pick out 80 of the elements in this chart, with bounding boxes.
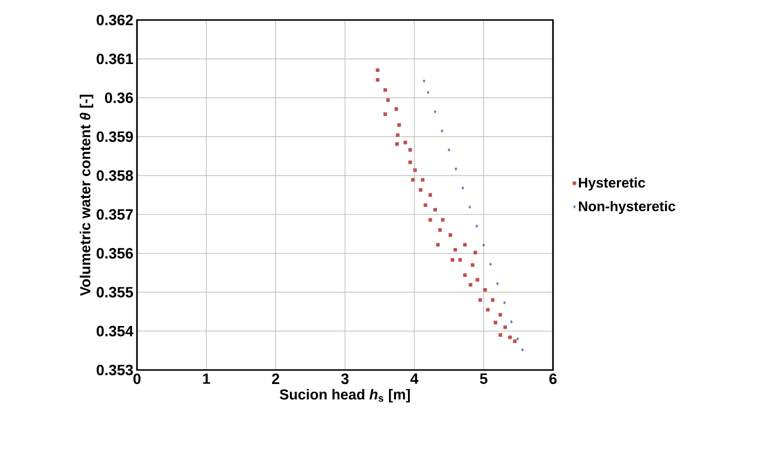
point — [428, 193, 432, 197]
point — [418, 188, 422, 192]
y-tick-label: 0.355 — [96, 286, 134, 298]
point — [462, 186, 464, 190]
point — [470, 263, 474, 267]
point — [516, 337, 519, 341]
point — [503, 325, 507, 330]
point — [458, 258, 462, 262]
point — [503, 301, 506, 304]
x-tick-label: 2 — [272, 374, 280, 384]
point — [474, 250, 478, 254]
point — [404, 140, 408, 144]
x-tick-label: 5 — [480, 374, 488, 384]
point — [440, 218, 445, 222]
y-tick-label: 0.353 — [96, 364, 133, 376]
point — [490, 298, 494, 302]
point — [376, 78, 380, 82]
point — [476, 278, 480, 282]
x-tick-label: 0 — [133, 374, 141, 384]
point — [454, 167, 458, 171]
y-tick-label: 0.361 — [96, 54, 134, 64]
point — [513, 339, 517, 344]
point — [420, 178, 424, 182]
point — [448, 148, 450, 152]
point — [426, 90, 430, 94]
point — [450, 258, 454, 262]
y-tick-label: 0.359 — [96, 131, 133, 142]
point — [448, 233, 452, 237]
x-tick-label: 4 — [410, 374, 418, 384]
y-tick-label: 0.36 — [104, 92, 133, 104]
point — [433, 208, 437, 212]
point — [482, 243, 485, 247]
y-tick-label: 0.357 — [96, 209, 133, 220]
point — [521, 348, 524, 352]
x-tick-label: 6 — [549, 374, 557, 384]
point — [383, 112, 388, 116]
point — [396, 133, 400, 137]
point — [453, 248, 458, 252]
point — [498, 312, 502, 317]
x-tick-label: 1 — [203, 374, 210, 384]
point — [428, 218, 432, 222]
point — [436, 242, 440, 247]
point — [478, 298, 482, 302]
point — [468, 205, 472, 209]
point — [397, 123, 401, 127]
x-tick-label: 3 — [341, 374, 349, 384]
point — [496, 282, 499, 286]
y-tick-label: 0.356 — [96, 248, 133, 259]
point — [413, 168, 417, 172]
y-axis-title: Volumetric water content θ [-] — [80, 94, 94, 296]
point — [411, 178, 415, 182]
point — [463, 242, 467, 247]
x-axis-title: Sucion head h$_{s}$ [m] — [280, 388, 410, 402]
point — [475, 224, 478, 228]
legend-label: Non-hysteretic — [578, 200, 676, 214]
point — [376, 68, 380, 72]
point — [483, 288, 487, 292]
point — [510, 320, 513, 324]
point — [434, 110, 436, 114]
y-tick-label: 0.354 — [96, 326, 134, 336]
point — [422, 79, 426, 83]
point — [498, 333, 502, 337]
point — [440, 129, 444, 133]
point — [463, 273, 467, 277]
point — [408, 148, 412, 152]
y-tick-label: 0.362 — [96, 14, 133, 26]
point — [383, 88, 388, 92]
point — [394, 107, 398, 111]
point — [395, 142, 399, 146]
point — [486, 308, 490, 312]
point — [494, 320, 498, 324]
point — [424, 203, 428, 207]
y-tick-label: 0.358 — [96, 170, 134, 181]
point — [438, 228, 442, 232]
legend-label: Hysteretic — [578, 177, 646, 190]
point — [386, 98, 390, 102]
point — [468, 283, 472, 287]
point — [508, 336, 512, 340]
point — [489, 262, 492, 266]
point — [408, 160, 412, 164]
